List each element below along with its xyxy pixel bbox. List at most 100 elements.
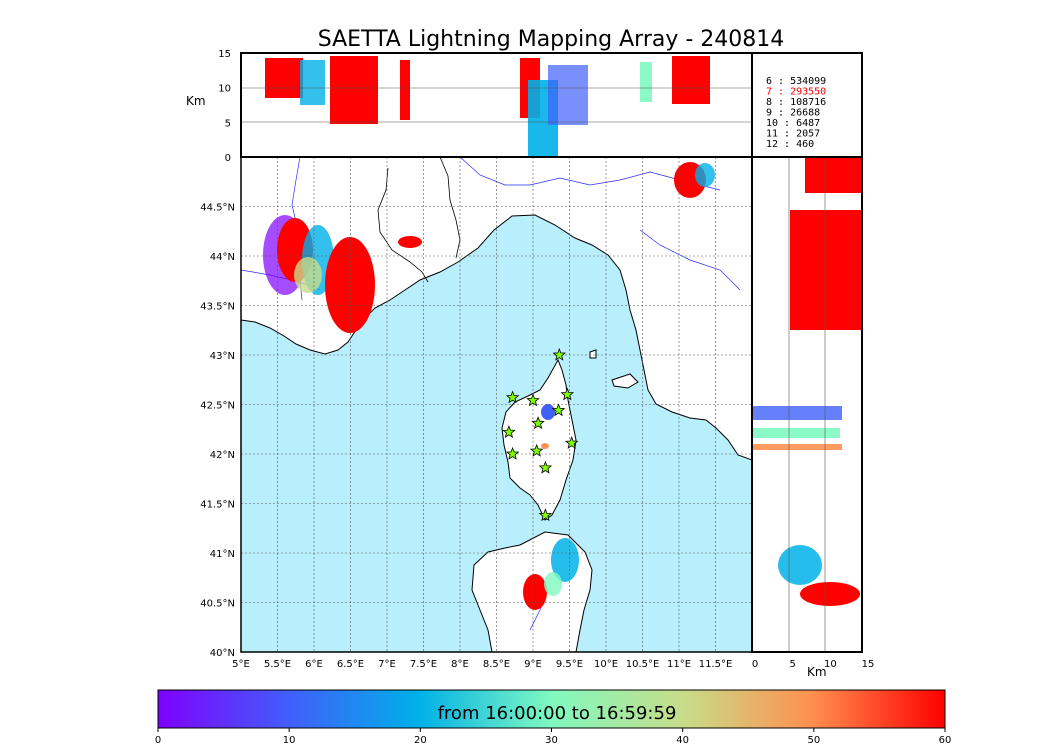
lon-tick-label: 10.5°E — [626, 659, 660, 670]
colorbar-ticks: 0 10 20 30 40 50 60 — [155, 728, 952, 746]
legend-row: 10 : 6487 — [766, 118, 820, 129]
station-marker — [526, 393, 540, 407]
legend-row: 8 : 108716 — [766, 97, 826, 108]
lightning-cluster — [325, 237, 375, 333]
station-marker — [529, 443, 544, 457]
lon-tick-label: 8°E — [451, 659, 469, 670]
lightning-cluster — [523, 574, 547, 610]
lat-tick-label: 42°N — [210, 450, 235, 461]
lon-tick-label: 6.5°E — [337, 659, 364, 670]
river — [459, 157, 721, 191]
lon-tick-label: 11.5°E — [699, 659, 733, 670]
legend-panel-frame — [751, 52, 863, 158]
lon-tick-label: 7°E — [378, 659, 396, 670]
altitude-row — [800, 582, 860, 606]
lat-tick-label: 43.5°N — [200, 302, 235, 313]
altitude-tick-label: 10 — [824, 659, 837, 670]
lightning-cluster — [551, 538, 579, 582]
lightning-cluster — [544, 572, 562, 596]
side-panel-frame — [751, 156, 863, 653]
altitude-tick-label: 15 — [862, 659, 875, 670]
altitude-row — [778, 545, 822, 585]
mainland-landmass — [241, 157, 752, 461]
station-marker — [552, 347, 567, 361]
altitude-tick-label: 0 — [225, 153, 231, 164]
top-altitude-panel — [240, 52, 753, 158]
colorbar-tick-label: 50 — [807, 735, 820, 746]
colorbar-tick-label: 30 — [545, 735, 558, 746]
altitude-row — [752, 444, 842, 450]
lightning-cluster — [695, 163, 715, 187]
chart-title: SAETTA Lightning Mapping Array - 240814 — [318, 27, 785, 52]
station-marker — [551, 403, 566, 417]
lma-stations — [502, 347, 579, 522]
axes-labels: 5°E 5.5°E 6°E 6.5°E 7°E 7.5°E 8°E 8.5°E 9°E 9.5°E… — [200, 49, 874, 670]
lon-tick-label: 9°E — [524, 659, 542, 670]
station-marker — [531, 416, 545, 430]
station-marker — [502, 425, 516, 438]
colorbar-gradient — [157, 689, 946, 729]
colorbar: from 16:00:00 to 16:59:59 0 10 20 30 40 50 60 — [155, 689, 952, 746]
lightning-cluster — [294, 257, 322, 293]
lightning-cluster — [541, 404, 555, 420]
lon-tick-label: 5°E — [232, 659, 250, 670]
map-panel — [240, 156, 753, 653]
altitude-tick-label: 15 — [218, 49, 231, 60]
altitude-column — [548, 65, 588, 125]
lat-tick-label: 43°N — [210, 351, 235, 362]
lat-tick-label: 44.5°N — [200, 203, 235, 214]
map-gridlines — [241, 157, 752, 652]
lon-tick-label: 10°E — [594, 659, 618, 670]
altitude-row — [805, 158, 862, 193]
lightning-cluster — [398, 236, 422, 248]
legend-row: 11 : 2057 — [766, 129, 820, 140]
lon-tick-label: 11°E — [667, 659, 691, 670]
colorbar-time-range: from 16:00:00 to 16:59:59 — [438, 703, 677, 724]
station-marker — [538, 460, 553, 474]
lightning-sources — [263, 162, 715, 610]
lat-tick-label: 40.5°N — [200, 599, 235, 610]
river — [639, 229, 741, 291]
station-marker — [560, 387, 575, 401]
altitude-row — [790, 210, 862, 330]
station-marker — [505, 390, 520, 404]
altitude-column — [640, 62, 652, 102]
elba-island — [611, 373, 639, 389]
small-island — [589, 349, 597, 359]
altitude-column — [265, 58, 303, 98]
legend-row: 6 : 534099 — [766, 76, 826, 87]
lon-tick-label: 9.5°E — [556, 659, 583, 670]
station-marker — [564, 435, 579, 449]
country-border — [377, 167, 429, 283]
altitude-row — [752, 406, 842, 420]
colorbar-tick-label: 0 — [155, 735, 161, 746]
lon-tick-label: 7.5°E — [410, 659, 437, 670]
colorbar-tick-label: 60 — [939, 735, 952, 746]
corsica-island — [501, 358, 577, 521]
lat-tick-label: 41.5°N — [200, 500, 235, 511]
lat-tick-label: 40°N — [210, 648, 235, 659]
colorbar-tick-label: 40 — [676, 735, 689, 746]
altitude-tick-label: 0 — [752, 659, 758, 670]
lon-tick-label: 5.5°E — [264, 659, 291, 670]
lightning-cluster — [541, 443, 549, 449]
altitude-tick-label: 5 — [225, 118, 231, 129]
altitude-tick-label: 5 — [789, 659, 795, 670]
station-marker — [505, 446, 520, 460]
lat-tick-label: 42.5°N — [200, 401, 235, 412]
legend-row: 12 : 460 — [766, 139, 814, 150]
altitude-column — [330, 56, 378, 124]
side-panel-xlabel: Km — [807, 665, 827, 679]
lat-tick-label: 41°N — [210, 549, 235, 560]
legend-row: 7 : 293550 — [766, 87, 826, 98]
top-panel-ylabel: Km — [186, 94, 206, 108]
lon-tick-label: 6°E — [305, 659, 323, 670]
lat-tick-label: 44°N — [210, 252, 235, 263]
station-marker — [538, 508, 553, 522]
colorbar-tick-label: 20 — [414, 735, 427, 746]
map-land — [241, 157, 752, 652]
top-panel-background — [241, 53, 752, 157]
colorbar-tick-label: 10 — [283, 735, 296, 746]
